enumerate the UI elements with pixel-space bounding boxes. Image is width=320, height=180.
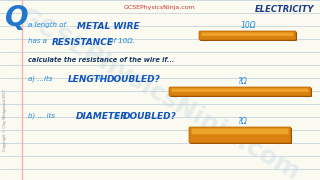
Text: DOUBLED?: DOUBLED? [123,112,177,121]
Text: DIAMETER: DIAMETER [76,112,128,121]
Text: Q: Q [5,4,28,32]
FancyBboxPatch shape [172,89,308,92]
Text: is: is [112,112,122,118]
Text: a length of: a length of [28,22,68,28]
FancyBboxPatch shape [191,129,289,134]
FancyBboxPatch shape [170,88,312,97]
Text: has a: has a [28,38,49,44]
Text: LENGTH: LENGTH [68,75,108,84]
Text: RESISTANCE: RESISTANCE [52,38,114,47]
FancyBboxPatch shape [189,127,291,143]
Text: ?Ω: ?Ω [237,117,247,126]
Text: of 10Ω.: of 10Ω. [107,38,135,44]
Text: calculate the resistance of the wire if...: calculate the resistance of the wire if.… [28,57,174,63]
Text: ?Ω: ?Ω [237,77,247,86]
Text: GCSEPhysicsNinja.com: GCSEPhysicsNinja.com [124,5,196,10]
FancyBboxPatch shape [190,128,292,144]
Text: b) ... its: b) ... its [28,112,57,119]
Text: DOUBLED?: DOUBLED? [107,75,161,84]
Text: ELECTRICITY: ELECTRICITY [254,5,314,14]
Text: 10Ω: 10Ω [240,21,256,30]
FancyBboxPatch shape [199,31,296,40]
Text: Copyright © Clay Wedgwood 2017: Copyright © Clay Wedgwood 2017 [3,89,7,151]
Text: a) ...its: a) ...its [28,75,55,82]
FancyBboxPatch shape [202,33,293,36]
FancyBboxPatch shape [200,32,297,41]
Text: is: is [96,75,106,81]
FancyBboxPatch shape [169,87,311,96]
Text: GCSEPhysicsNinja.com: GCSEPhysicsNinja.com [15,4,305,180]
Text: METAL WIRE: METAL WIRE [77,22,140,31]
